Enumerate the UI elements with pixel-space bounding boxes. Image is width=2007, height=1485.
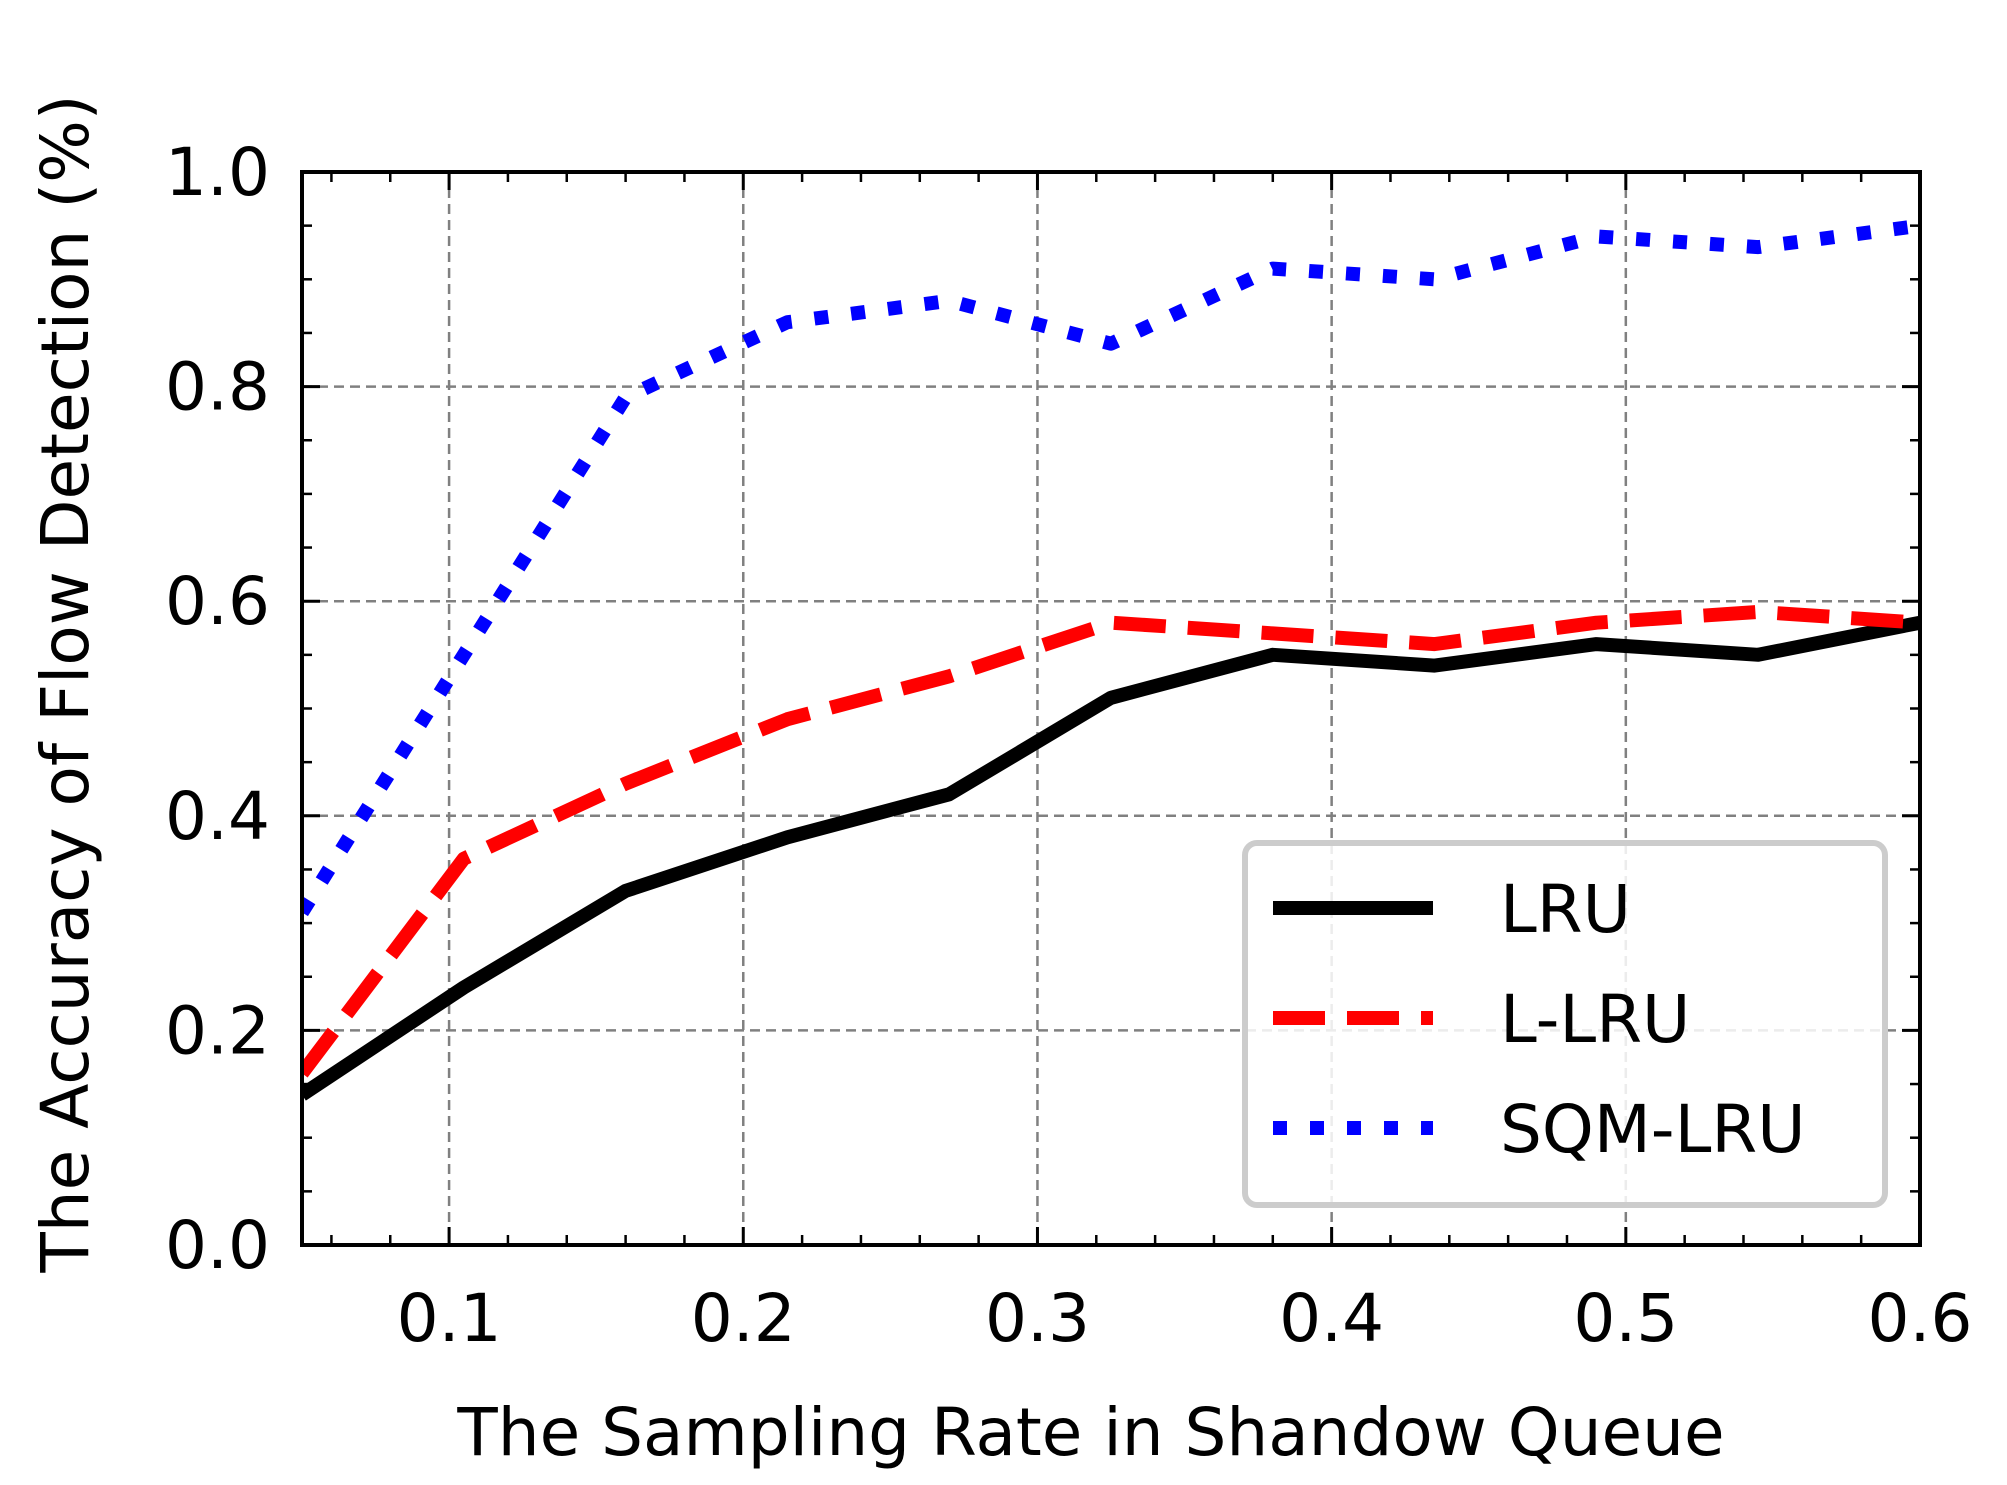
series-line-sqm-lru (302, 218, 1920, 917)
x-tick-label: 0.6 (1868, 1280, 1973, 1357)
series-lines (302, 218, 1920, 1101)
legend: LRU L-LRU SQM-LRU (1242, 840, 1888, 1208)
y-tick-label: 0.4 (165, 778, 270, 855)
y-tick-label: 0.8 (165, 349, 270, 426)
x-tick-label: 0.5 (1573, 1280, 1678, 1357)
legend-label-sqm-lru: SQM-LRU (1500, 1091, 1806, 1168)
y-tick-label: 0.6 (165, 563, 270, 640)
x-axis-label: The Sampling Rate in Shandow Queue (456, 1394, 1724, 1471)
series-line-lru (302, 615, 1920, 1101)
y-tick-label: 1.0 (165, 134, 270, 211)
y-tick-label: 0.2 (165, 992, 270, 1069)
x-tick-label: 0.1 (397, 1280, 502, 1357)
legend-label-lru: LRU (1500, 871, 1631, 948)
y-tick-label: 0.0 (165, 1207, 270, 1284)
grid (302, 170, 1922, 1247)
plot-frame (300, 170, 1922, 1247)
x-tick-label: 0.4 (1279, 1280, 1384, 1357)
legend-box (1242, 840, 1888, 1208)
legend-label-l-lru: L-LRU (1500, 981, 1690, 1058)
y-axis-label: The Accuracy of Flow Detection (%) (27, 94, 104, 1273)
x-tick-label: 0.2 (691, 1280, 796, 1357)
tick-labels: 0.1 0.2 0.3 0.4 0.5 0.6 0.0 0.2 0.4 0.6 0.8 1.0 (165, 134, 1972, 1357)
series-line-l-lru (302, 604, 1920, 1078)
x-tick-label: 0.3 (985, 1280, 1090, 1357)
